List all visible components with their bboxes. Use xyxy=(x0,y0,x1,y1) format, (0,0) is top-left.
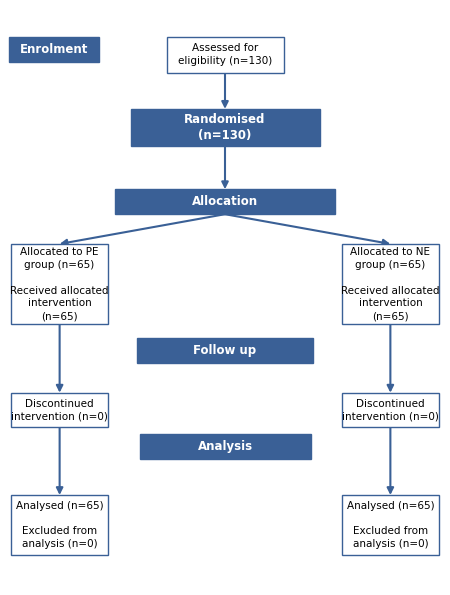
FancyBboxPatch shape xyxy=(342,244,439,324)
FancyBboxPatch shape xyxy=(115,189,335,214)
FancyBboxPatch shape xyxy=(11,393,108,427)
FancyBboxPatch shape xyxy=(342,495,439,555)
Text: Randomised
(n=130): Randomised (n=130) xyxy=(184,112,266,142)
FancyBboxPatch shape xyxy=(11,495,108,555)
FancyBboxPatch shape xyxy=(140,434,310,459)
FancyBboxPatch shape xyxy=(11,244,108,324)
FancyBboxPatch shape xyxy=(130,109,320,146)
Text: Allocation: Allocation xyxy=(192,195,258,208)
FancyBboxPatch shape xyxy=(137,338,313,363)
Text: Discontinued
intervention (n=0): Discontinued intervention (n=0) xyxy=(11,399,108,421)
Text: Discontinued
intervention (n=0): Discontinued intervention (n=0) xyxy=(342,399,439,421)
Text: Assessed for
eligibility (n=130): Assessed for eligibility (n=130) xyxy=(178,43,272,66)
Text: Analysed (n=65)

Excluded from
analysis (n=0): Analysed (n=65) Excluded from analysis (… xyxy=(16,500,104,549)
Text: Allocated to PE
group (n=65)

Received allocated
intervention
(n=65): Allocated to PE group (n=65) Received al… xyxy=(10,247,109,321)
Text: Allocated to NE
group (n=65)

Received allocated
intervention
(n=65): Allocated to NE group (n=65) Received al… xyxy=(341,247,440,321)
FancyBboxPatch shape xyxy=(166,37,284,73)
Text: Follow up: Follow up xyxy=(194,344,256,357)
FancyBboxPatch shape xyxy=(342,393,439,427)
Text: Analysis: Analysis xyxy=(198,440,252,453)
Text: Enrolment: Enrolment xyxy=(20,43,88,57)
FancyBboxPatch shape xyxy=(9,37,99,62)
Text: Analysed (n=65)

Excluded from
analysis (n=0): Analysed (n=65) Excluded from analysis (… xyxy=(346,500,434,549)
